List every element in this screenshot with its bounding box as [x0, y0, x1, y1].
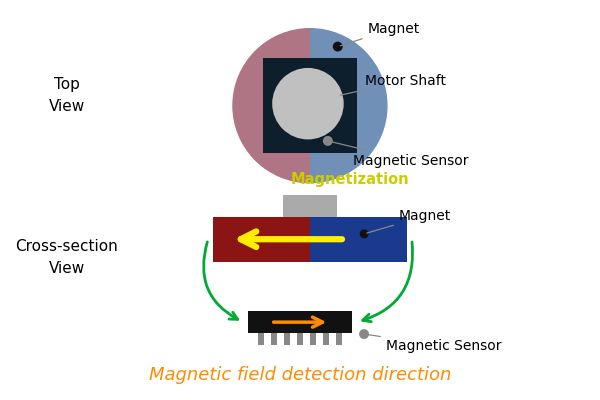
- Text: Magnet: Magnet: [340, 22, 420, 46]
- Polygon shape: [156, 0, 310, 260]
- Bar: [310, 333, 316, 345]
- Bar: [336, 333, 342, 345]
- Text: Motor Shaft: Motor Shaft: [340, 74, 446, 95]
- Circle shape: [359, 329, 369, 339]
- Bar: [263, 58, 357, 153]
- Text: Magnetic Sensor: Magnetic Sensor: [331, 142, 468, 168]
- Bar: [248, 311, 352, 333]
- Ellipse shape: [233, 29, 387, 183]
- Bar: [284, 333, 290, 345]
- Bar: [297, 333, 303, 345]
- Text: Cross-section
View: Cross-section View: [15, 239, 118, 276]
- Ellipse shape: [233, 29, 387, 183]
- Bar: [323, 333, 329, 345]
- Circle shape: [323, 136, 333, 146]
- Ellipse shape: [272, 68, 344, 140]
- Circle shape: [359, 229, 368, 238]
- Bar: [271, 333, 277, 345]
- Text: Top
View: Top View: [49, 77, 85, 114]
- Text: Magnetic Sensor: Magnetic Sensor: [367, 334, 502, 353]
- Bar: [283, 195, 337, 217]
- Polygon shape: [310, 0, 464, 260]
- Text: Magnet: Magnet: [367, 209, 451, 233]
- Bar: [258, 333, 264, 345]
- Bar: [310, 217, 407, 262]
- Bar: [213, 217, 310, 262]
- Text: Magnetic field detection direction: Magnetic field detection direction: [149, 366, 451, 384]
- Circle shape: [333, 42, 343, 52]
- Text: Magnetization: Magnetization: [290, 172, 409, 187]
